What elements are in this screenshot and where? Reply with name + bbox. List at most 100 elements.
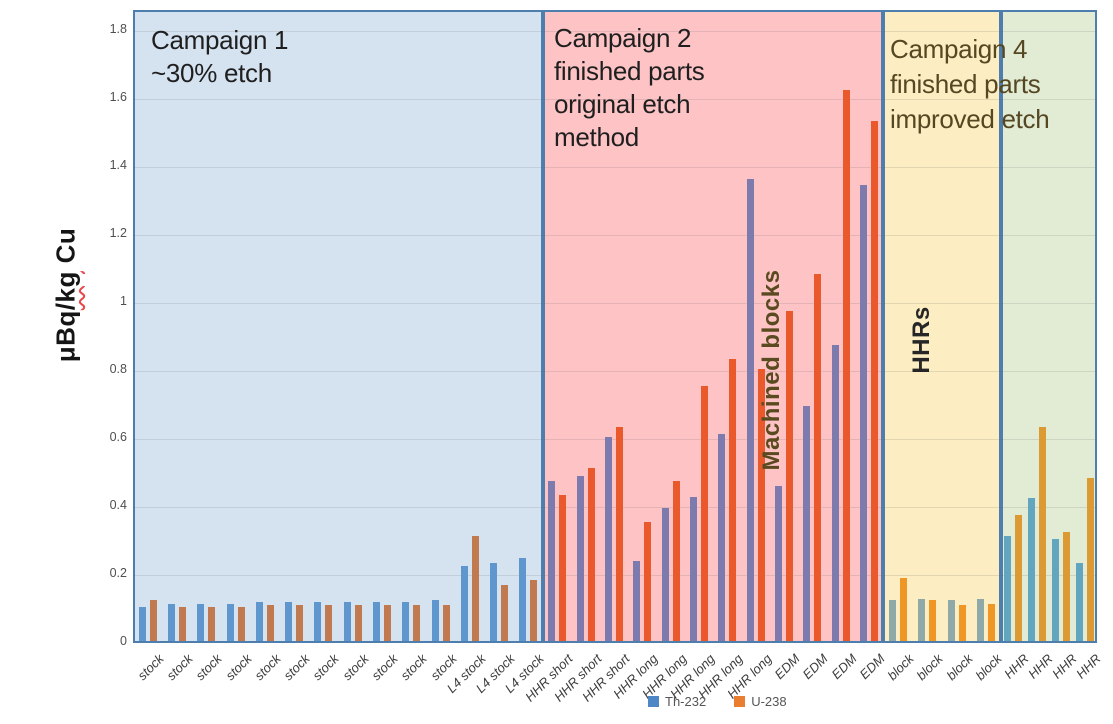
bar-u-238 [1063, 532, 1070, 641]
bar-u-238 [958, 605, 966, 641]
bar-u-238 [1087, 477, 1094, 641]
bar-th-232 [576, 476, 584, 641]
bar-th-232 [888, 600, 896, 641]
bar-th-232 [689, 496, 697, 641]
bar-u-238 [988, 603, 996, 641]
bar-u-238 [354, 605, 362, 641]
bar-u-238 [296, 605, 304, 641]
bar-u-238 [842, 90, 850, 641]
legend: Th-232 U-238 [648, 694, 787, 709]
bar-u-238 [615, 426, 623, 641]
bar-th-232 [918, 598, 926, 641]
y-axis-title-part1: μBq [50, 310, 81, 363]
bar-th-232 [774, 486, 782, 641]
bar-u-238 [672, 481, 680, 641]
legend-swatch-th-232 [648, 696, 659, 707]
bar-u-238 [413, 605, 421, 641]
y-tick-label-1.8: 1.8 [109, 22, 127, 36]
bar-th-232 [343, 601, 351, 641]
y-tick-label-1.6: 1.6 [109, 90, 127, 104]
bar-u-238 [1015, 515, 1022, 641]
bar-u-238 [383, 605, 391, 641]
bar-u-238 [178, 607, 186, 641]
bar-u-238 [325, 605, 333, 641]
bar-u-238 [471, 535, 479, 641]
gridline-1.4 [133, 167, 1097, 168]
gridline-1.6 [133, 99, 1097, 100]
y-tick-label-1.4: 1.4 [109, 158, 127, 172]
y-tick-label-0: 0 [120, 634, 127, 648]
bar-u-238 [587, 467, 595, 641]
bar-u-238 [644, 522, 652, 641]
region-title-campaign-4: Campaign 4 finished parts improved etch [890, 34, 1050, 134]
bar-th-232 [1028, 498, 1035, 641]
bar-u-238 [870, 120, 878, 641]
bar-th-232 [661, 508, 669, 641]
legend-label: Th-232 [665, 694, 707, 709]
bar-th-232 [402, 601, 410, 641]
bar-u-238 [442, 605, 450, 641]
bar-u-238 [899, 578, 907, 641]
bar-u-238 [237, 607, 245, 641]
gridline-0.2 [133, 575, 1097, 576]
vertical-label-campaign-4-machined-blocks: Machined blocks [758, 269, 785, 471]
bar-th-232 [1076, 562, 1083, 641]
region-title-campaign-1: Campaign 1 ~30% etch [151, 25, 289, 88]
bar-th-232 [372, 601, 380, 641]
y-axis-title-part3: Cu [50, 227, 81, 272]
bar-th-232 [460, 566, 468, 641]
bar-th-232 [604, 437, 612, 641]
y-tick-label-1.2: 1.2 [109, 226, 127, 240]
bar-th-232 [285, 601, 293, 641]
bar-th-232 [831, 345, 839, 641]
legend-swatch-u-238 [734, 696, 746, 707]
bar-th-232 [548, 481, 556, 641]
plot-area: Campaign 1 ~30% etch Campaign 2 finished … [133, 10, 1097, 643]
bar-th-232 [138, 607, 146, 641]
bar-th-232 [226, 603, 234, 641]
legend-item-u-238: U-238 [734, 694, 787, 709]
bar-th-232 [803, 406, 811, 641]
y-axis-title: μBq/kg Cu [51, 228, 82, 363]
y-tick-label-0.4: 0.4 [109, 498, 127, 512]
bar-th-232 [947, 600, 955, 641]
bar-th-232 [314, 601, 322, 641]
bar-u-238 [149, 600, 157, 641]
bar-th-232 [1004, 535, 1011, 641]
bar-u-238 [501, 584, 509, 641]
bar-th-232 [197, 603, 205, 641]
bar-th-232 [490, 562, 498, 641]
y-tick-label-0.6: 0.6 [109, 430, 127, 444]
y-tick-label-0.8: 0.8 [109, 362, 127, 376]
bar-u-238 [559, 494, 567, 641]
y-axis-title-part2-spellcheck: /kg [50, 271, 81, 311]
campaign-region-campaign-4-machined-blocks [883, 10, 1001, 643]
y-tick-label-0.2: 0.2 [109, 566, 127, 580]
bar-th-232 [1052, 539, 1059, 641]
gridline-1.2 [133, 235, 1097, 236]
bar-u-238 [729, 358, 737, 641]
bar-th-232 [519, 557, 527, 641]
gridline-0.8 [133, 371, 1097, 372]
bar-th-232 [718, 433, 726, 641]
gridline-0.6 [133, 439, 1097, 440]
bar-th-232 [859, 185, 867, 641]
campaign-region-campaign-1 [133, 10, 543, 643]
gridline-1 [133, 303, 1097, 304]
legend-label: U-238 [751, 694, 787, 709]
bar-th-232 [431, 600, 439, 641]
campaign-region-campaign-2 [543, 10, 883, 643]
gridline-0.4 [133, 507, 1097, 508]
bar-u-238 [1039, 426, 1046, 641]
bar-u-238 [757, 369, 765, 641]
bar-th-232 [977, 598, 985, 641]
bar-th-232 [167, 603, 175, 641]
vertical-label-campaign-4-hhrs: HHRs [908, 306, 935, 374]
bar-th-232 [255, 601, 263, 641]
bar-u-238 [530, 579, 538, 641]
bar-u-238 [700, 386, 708, 641]
region-title-campaign-2: Campaign 2 finished parts original etch … [554, 23, 705, 152]
legend-item-th-232: Th-232 [648, 694, 706, 709]
bar-u-238 [929, 600, 937, 641]
